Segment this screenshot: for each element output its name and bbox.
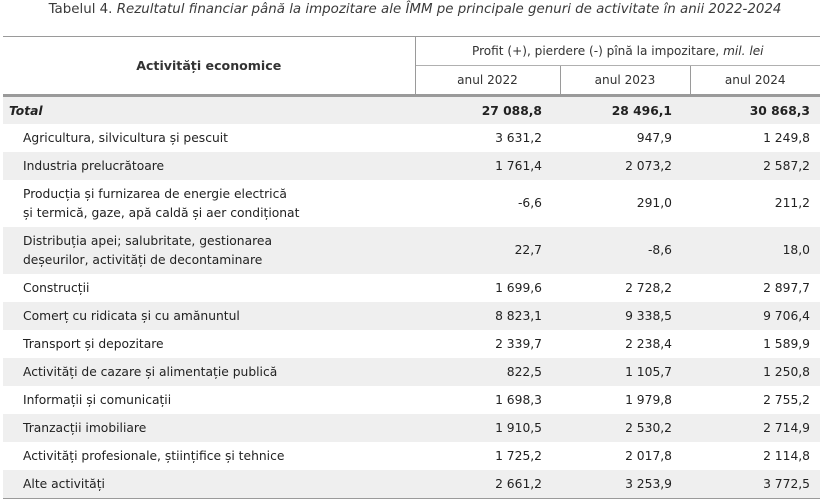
value-cell-2023: 2 073,2	[560, 152, 690, 180]
table-row: Agricultura, silvicultura și pescuit 3 63…	[3, 124, 820, 152]
activity-name-line: Alte activități	[23, 477, 105, 491]
activity-name-cell: Agricultura, silvicultura și pescuit	[3, 124, 415, 152]
activity-name-cell: Comerț cu ridicata și cu amănuntul	[3, 302, 415, 330]
profit-header-unit: mil. lei	[723, 44, 764, 58]
table-row: Tranzacții imobiliare 1 910,5 2 530,2 2 714…	[3, 414, 820, 442]
value-cell-2023: 291,0	[560, 180, 690, 227]
activity-name-line: deșeurilor, activități de decontaminare	[23, 252, 263, 267]
value-cell-2023: 1 105,7	[560, 358, 690, 386]
activity-name-cell: Industria prelucrătoare	[3, 152, 415, 180]
table-row-total: Total 27 088,8 28 496,1 30 868,3	[3, 95, 820, 124]
value-cell-2023: 3 253,9	[560, 470, 690, 499]
table-row: Informații și comunicații 1 698,3 1 979,8 2…	[3, 386, 820, 414]
value-cell-2024: 18,0	[690, 227, 820, 274]
value-cell-2024: 1 249,8	[690, 124, 820, 152]
activity-name-line: Construcții	[23, 281, 90, 295]
value-cell-2022: -6,6	[415, 180, 560, 227]
activity-name-cell: Activități profesionale, științifice și …	[3, 442, 415, 470]
value-cell-2022: 8 823,1	[415, 302, 560, 330]
value-cell-2024: 1 250,8	[690, 358, 820, 386]
profit-header-text: Profit (+), pierdere (-) pînă la impozit…	[472, 44, 720, 58]
activity-name-line: Producția și furnizarea de energie elect…	[23, 186, 287, 201]
activity-name-line: Comerț cu ridicata și cu amănuntul	[23, 309, 240, 323]
value-cell-2022: 2 339,7	[415, 330, 560, 358]
value-cell-2023: 2 728,2	[560, 274, 690, 302]
activity-name-line: Agricultura, silvicultura și pescuit	[23, 131, 229, 145]
table-row: Construcții 1 699,6 2 728,2 2 897,7	[3, 274, 820, 302]
value-cell-2024: 2 587,2	[690, 152, 820, 180]
value-cell-2024: 2 897,7	[690, 274, 820, 302]
value-cell-2022: 2 661,2	[415, 470, 560, 499]
table-row: Comerț cu ridicata și cu amănuntul 8 823,…	[3, 302, 820, 330]
value-cell-2022: 1 761,4	[415, 152, 560, 180]
table-row: Activități profesionale, științifice și …	[3, 442, 820, 470]
activity-name-line: și termică, gaze, apă caldă și aer condi…	[23, 205, 300, 220]
caption-title: Rezultatul financiar până la impozitare …	[116, 2, 782, 17]
financial-results-table: Activități economice Profit (+), pierder…	[3, 36, 820, 499]
activity-name-line: Activități profesionale, științifice și …	[23, 449, 285, 463]
activity-name-cell: Informații și comunicații	[3, 386, 415, 414]
value-cell-2022: 3 631,2	[415, 124, 560, 152]
activity-name-cell: Activități de cazare și alimentație publ…	[3, 358, 415, 386]
value-cell-2022: 1 698,3	[415, 386, 560, 414]
value-cell-2023: 2 017,8	[560, 442, 690, 470]
activity-name-line: Industria prelucrătoare	[23, 159, 165, 173]
value-cell-2024: 2 755,2	[690, 386, 820, 414]
activity-name-cell: Distribuția apei; salubritate, gestionar…	[3, 227, 415, 274]
activity-column-header: Activități economice	[3, 36, 416, 97]
table-row: Transport și depozitare 2 339,7 2 238,4 1 5…	[3, 330, 820, 358]
table-row: Alte activități 2 661,2 3 253,9 3 772,5	[3, 470, 820, 499]
value-cell-2023: 2 238,4	[560, 330, 690, 358]
activity-name-cell: Construcții	[3, 274, 415, 302]
year-header-2022: anul 2022	[415, 65, 560, 97]
caption-prefix: Tabelul 4.	[48, 2, 113, 17]
activity-name-line: Tranzacții imobiliare	[23, 421, 147, 435]
value-cell-2023: 28 496,1	[560, 95, 690, 124]
value-cell-2023: -8,6	[560, 227, 690, 274]
activity-name-line: Total	[9, 103, 43, 118]
activity-name-line: Activități de cazare și alimentație publ…	[23, 365, 278, 379]
value-cell-2022: 27 088,8	[415, 95, 560, 124]
value-cell-2022: 1 699,6	[415, 274, 560, 302]
value-cell-2024: 9 706,4	[690, 302, 820, 330]
value-cell-2024: 3 772,5	[690, 470, 820, 499]
activity-name-line: Distribuția apei; salubritate, gestionar…	[23, 233, 272, 248]
year-header-2023: anul 2023	[559, 65, 691, 97]
activity-name-line: Informații și comunicații	[23, 393, 172, 407]
activity-name-cell: Producția și furnizarea de energie elect…	[3, 180, 415, 227]
activity-name-cell: Alte activități	[3, 470, 415, 499]
value-cell-2022: 822,5	[415, 358, 560, 386]
value-cell-2023: 9 338,5	[560, 302, 690, 330]
table-header: Activități economice Profit (+), pierder…	[3, 36, 820, 97]
activity-name-cell: Total	[3, 95, 415, 124]
value-cell-2022: 1 725,2	[415, 442, 560, 470]
profit-column-header: Profit (+), pierdere (-) pînă la impozit…	[415, 36, 820, 66]
table-row: Producția și furnizarea de energie elect…	[3, 180, 820, 227]
value-cell-2022: 1 910,5	[415, 414, 560, 442]
value-cell-2024: 1 589,9	[690, 330, 820, 358]
value-cell-2024: 2 114,8	[690, 442, 820, 470]
value-cell-2024: 30 868,3	[690, 95, 820, 124]
table-caption: Tabelul 4. Rezultatul financiar până la …	[0, 2, 830, 17]
table-row: Industria prelucrătoare 1 761,4 2 073,2 2 5…	[3, 152, 820, 180]
activity-name-cell: Transport și depozitare	[3, 330, 415, 358]
table-row: Distribuția apei; salubritate, gestionar…	[3, 227, 820, 274]
activity-name-cell: Tranzacții imobiliare	[3, 414, 415, 442]
value-cell-2022: 22,7	[415, 227, 560, 274]
activity-name-line: Transport și depozitare	[23, 337, 164, 351]
table-body: Total 27 088,8 28 496,1 30 868,3 Agricultura…	[3, 95, 820, 499]
table-row: Activități de cazare și alimentație publ…	[3, 358, 820, 386]
value-cell-2024: 211,2	[690, 180, 820, 227]
value-cell-2023: 947,9	[560, 124, 690, 152]
value-cell-2023: 1 979,8	[560, 386, 690, 414]
value-cell-2023: 2 530,2	[560, 414, 690, 442]
year-header-2024: anul 2024	[690, 65, 820, 97]
value-cell-2024: 2 714,9	[690, 414, 820, 442]
